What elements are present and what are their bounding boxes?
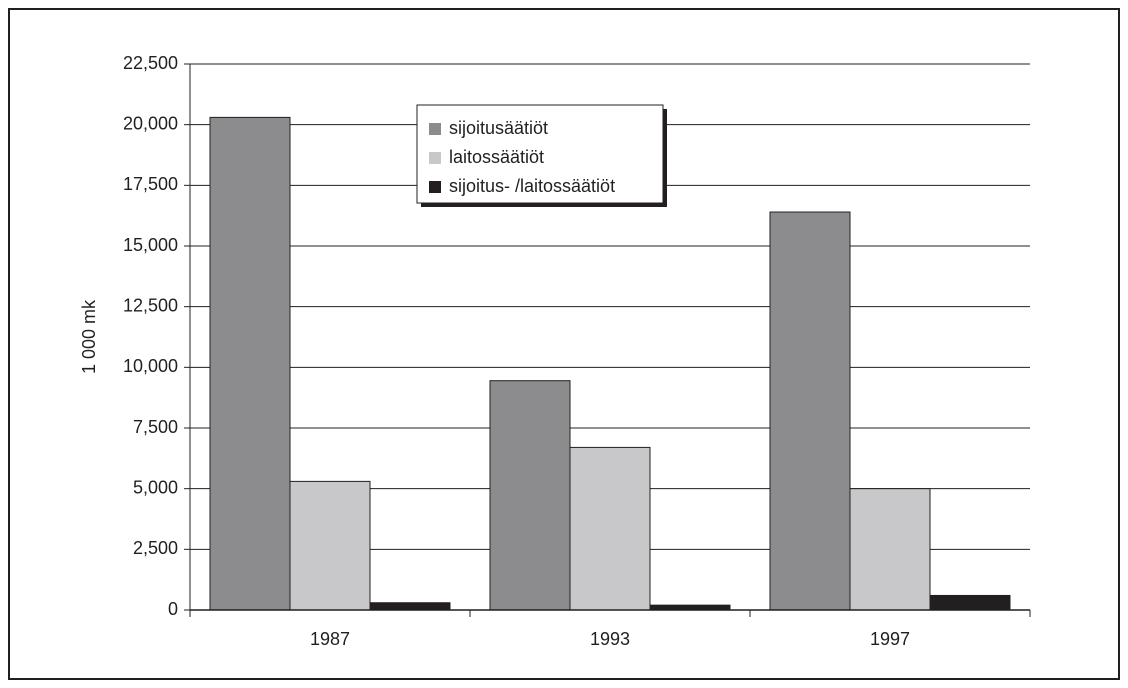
legend-label: laitossäätiöt <box>449 147 544 167</box>
y-tick-label: 12,500 <box>123 295 178 315</box>
x-tick-label: 1997 <box>870 629 910 649</box>
y-tick-label: 2,500 <box>133 538 178 558</box>
y-tick-label: 20,000 <box>123 113 178 133</box>
y-tick-label: 10,000 <box>123 356 178 376</box>
y-tick-label: 22,500 <box>123 53 178 73</box>
bar <box>209 116 291 611</box>
y-axis-label: 1 000 mk <box>79 299 99 374</box>
bar <box>369 602 451 611</box>
bar <box>849 488 931 611</box>
y-tick-label: 0 <box>168 599 178 619</box>
legend-label: sijoitusäätiöt <box>449 118 548 138</box>
legend-swatch <box>429 152 441 164</box>
y-tick-label: 7,500 <box>133 417 178 437</box>
legend-swatch <box>429 181 441 193</box>
bar <box>569 446 651 611</box>
x-tick-label: 1987 <box>310 629 350 649</box>
bar <box>289 480 371 611</box>
x-tick-label: 1993 <box>590 629 630 649</box>
bar <box>489 380 571 611</box>
y-tick-label: 17,500 <box>123 174 178 194</box>
legend-swatch <box>429 123 441 135</box>
bar <box>769 211 851 611</box>
y-tick-label: 5,000 <box>133 477 178 497</box>
y-tick-label: 15,000 <box>123 235 178 255</box>
legend <box>416 104 664 204</box>
bar <box>929 594 1011 611</box>
legend-label: sijoitus- /laitossäätiöt <box>449 176 615 196</box>
